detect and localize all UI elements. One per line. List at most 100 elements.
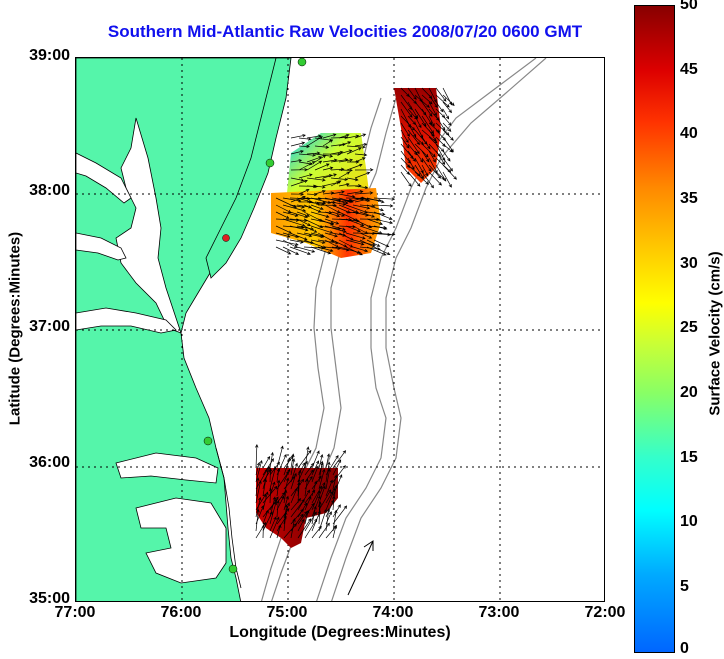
velocity-vector (282, 246, 300, 255)
velocity-vector (338, 141, 352, 147)
velocity-vector (330, 177, 349, 182)
velocity-vector (421, 143, 436, 158)
velocity-vector (366, 246, 387, 256)
velocity-vector (290, 497, 302, 511)
velocity-vector (269, 466, 277, 490)
velocity-vector (282, 197, 302, 203)
velocity-vector (268, 467, 273, 483)
velocity-vector (283, 504, 288, 525)
velocity-vector (289, 232, 308, 241)
velocity-vector (289, 239, 304, 244)
velocity-vector (255, 522, 267, 539)
velocity-vector (283, 495, 289, 511)
y-tick-label: 38:00 (29, 182, 70, 199)
velocity-vector (421, 101, 433, 117)
velocity-vector (428, 150, 436, 163)
velocity-vector (275, 211, 290, 219)
velocity-vector (283, 523, 297, 539)
velocity-vector (304, 495, 312, 511)
velocity-vector (262, 499, 278, 518)
velocity-vector (290, 487, 298, 504)
map-canvas (76, 58, 604, 601)
velocity-vector (317, 503, 322, 518)
velocity-vector (306, 134, 322, 139)
velocity-vector (255, 477, 260, 497)
velocity-vector (414, 115, 422, 129)
x-tick-label: 76:00 (160, 604, 202, 621)
velocity-vector (354, 168, 374, 172)
velocity-vector (276, 471, 290, 490)
velocity-vector (414, 143, 429, 158)
velocity-vector (373, 218, 394, 225)
y-tick-label: 35:00 (29, 590, 70, 607)
velocity-vector (442, 108, 450, 120)
radar-station (203, 436, 213, 446)
velocity-vector (324, 211, 341, 218)
velocity-vector (290, 177, 305, 182)
velocity-vector (262, 458, 274, 476)
velocity-vector (298, 188, 310, 195)
velocity-vector (442, 150, 451, 162)
velocity-vector (311, 505, 317, 525)
velocity-vector (407, 129, 420, 146)
velocity-vector (338, 158, 354, 163)
velocity-vector (304, 478, 309, 497)
velocity-vector (298, 173, 313, 179)
velocity-vector (442, 171, 452, 188)
x-tick-label: 74:00 (372, 604, 414, 621)
velocity-vector (322, 166, 334, 171)
velocity-vector (330, 201, 347, 206)
velocity-vector (421, 136, 431, 150)
velocity-vector (366, 211, 386, 216)
radar-station (228, 564, 238, 574)
velocity-vector (283, 511, 288, 532)
velocity-vector (276, 515, 287, 532)
velocity-vector (269, 496, 276, 518)
velocity-vector (276, 479, 281, 497)
velocity-vector (332, 509, 338, 532)
velocity-vector (322, 139, 334, 147)
x-tick-label: 77:00 (54, 604, 96, 621)
velocity-vector (352, 204, 371, 210)
velocity-vector (338, 171, 351, 179)
velocity-vector (297, 449, 312, 469)
colorbar-tick: 5 (680, 578, 689, 595)
velocity-vector (275, 246, 292, 255)
velocity-vector (407, 87, 417, 100)
velocity-vector (290, 141, 306, 147)
velocity-vector (317, 246, 334, 253)
velocity-vector (298, 137, 312, 141)
rappahannock-river (76, 232, 127, 261)
velocity-vector (345, 232, 366, 240)
velocity-vector (269, 516, 277, 532)
x-axis-label: Longitude (Degrees:Minutes) (229, 624, 451, 641)
colorbar-tick: 35 (680, 190, 698, 207)
y-axis-label: Latitude (Degrees:Minutes) (6, 231, 24, 426)
velocity-vector (400, 122, 410, 137)
x-tick-label: 72:00 (584, 604, 626, 621)
velocity-vector (290, 179, 308, 187)
velocity-vector (296, 211, 310, 217)
velocity-vector (366, 204, 384, 212)
velocity-vector (311, 485, 322, 504)
colorbar-tick: 25 (680, 319, 698, 336)
velocity-vector (373, 204, 394, 208)
velocity-vector (325, 525, 338, 539)
velocity-vector (332, 524, 338, 539)
velocity-vector (276, 495, 285, 511)
velocity-vector (442, 129, 454, 141)
velocity-vector (304, 489, 316, 504)
velocity-vector (282, 239, 298, 248)
velocity-vector (310, 204, 324, 211)
velocity-vector (296, 232, 313, 238)
velocity-vector (289, 225, 309, 232)
velocity-vector (359, 232, 373, 239)
velocity-vector (276, 499, 280, 518)
velocity-vector (442, 101, 452, 114)
velocity-vector (296, 246, 316, 253)
velocity-vector (338, 168, 353, 173)
velocity-vector (306, 184, 318, 189)
potomac-river (76, 152, 132, 204)
velocity-vector (298, 161, 313, 166)
colorbar-tick: 0 (680, 640, 689, 657)
